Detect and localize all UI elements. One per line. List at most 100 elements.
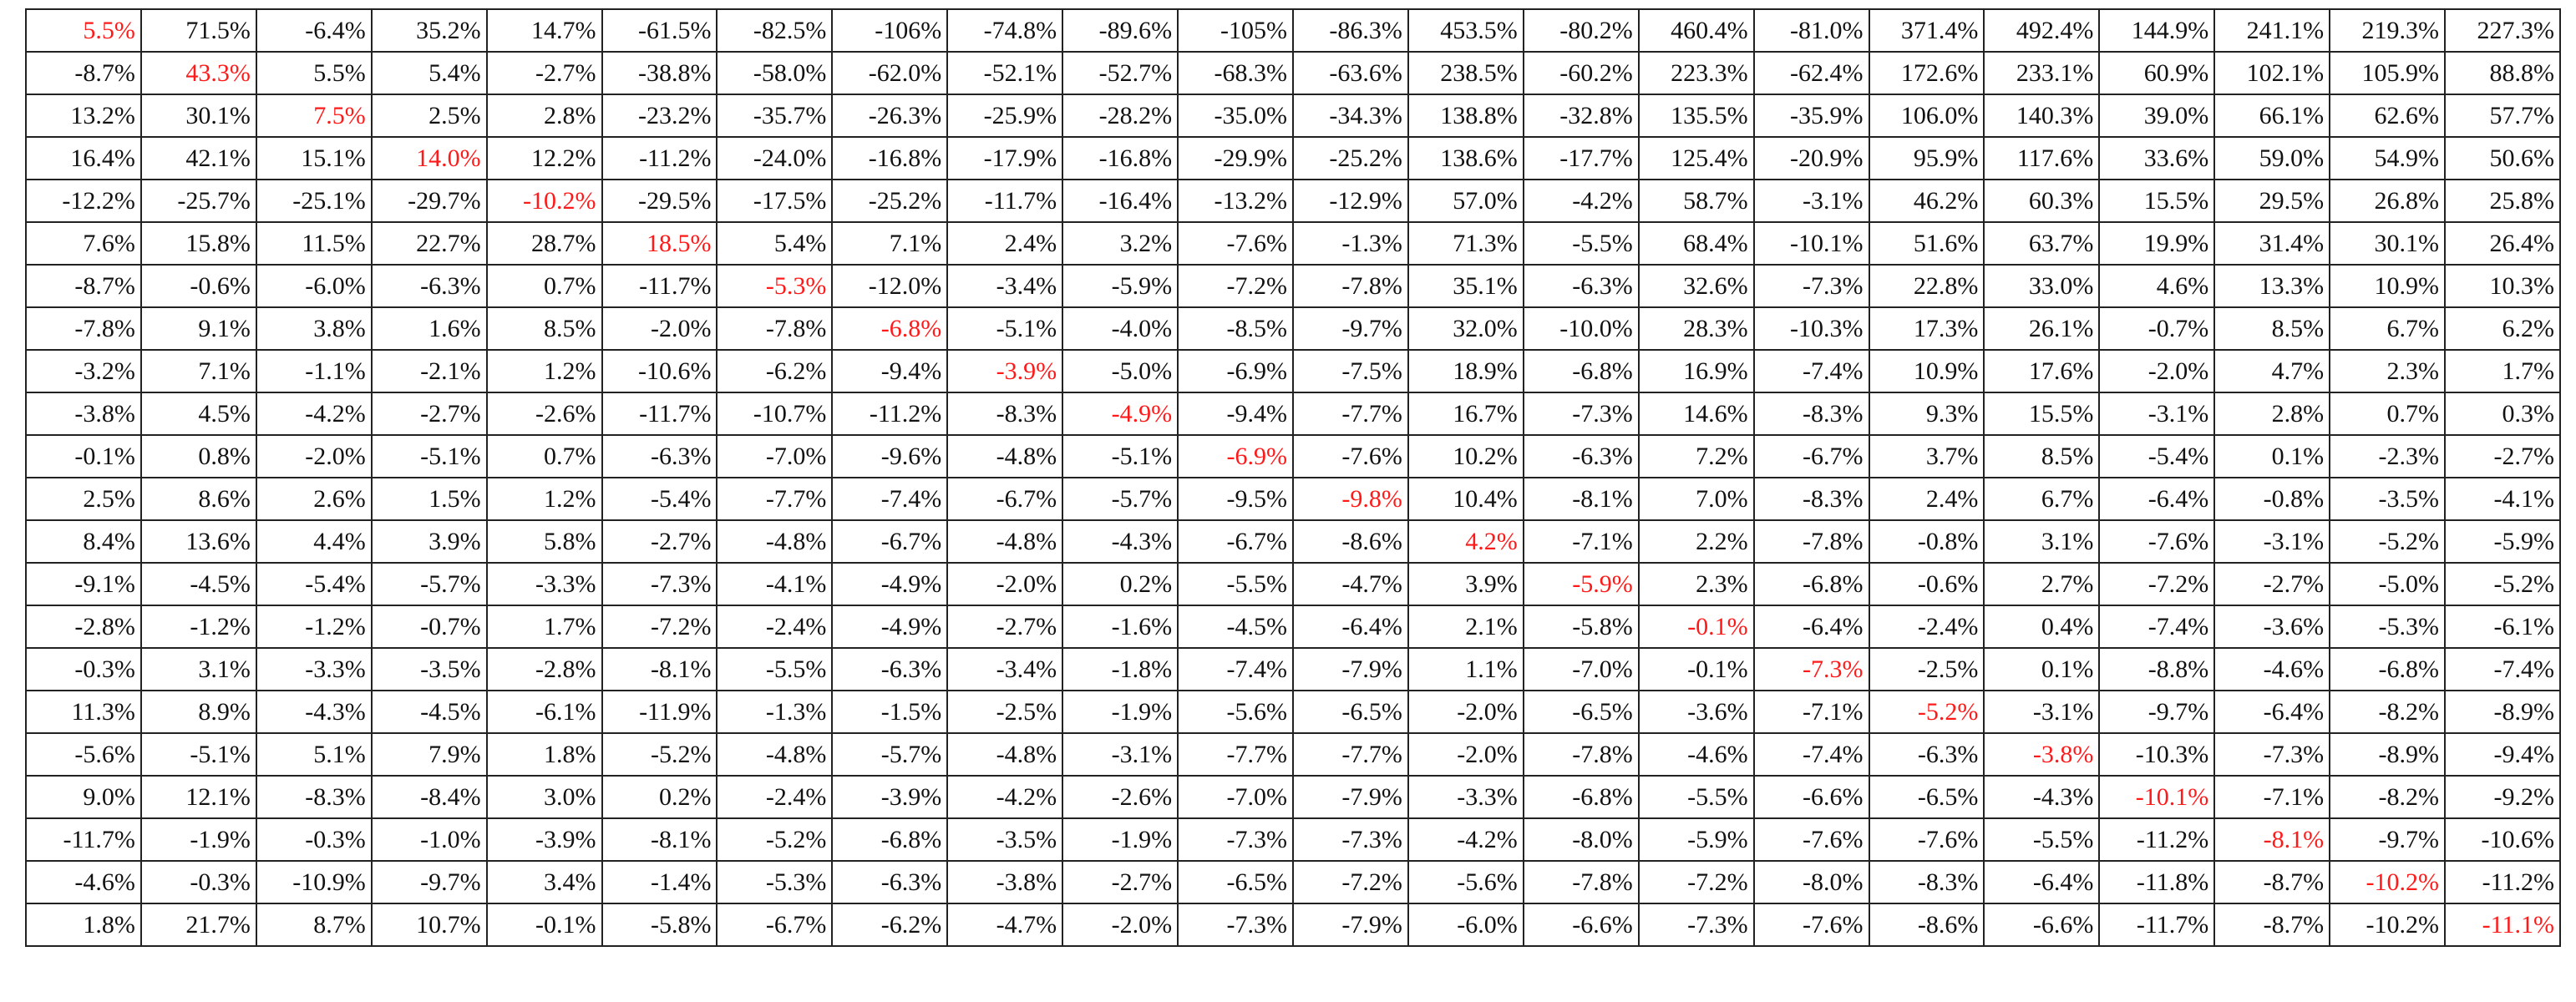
table-cell: 135.5% [1637, 94, 1755, 138]
table-cell: 88.8% [2444, 51, 2561, 95]
table-cell: -10.2% [2329, 903, 2447, 947]
table-cell: -5.2% [2329, 519, 2447, 564]
table-cell: -7.8% [1522, 732, 1640, 777]
table-cell: -6.4% [1983, 860, 2101, 904]
table-cell: -2.4% [1868, 605, 1985, 649]
table-cell: 32.0% [1407, 306, 1524, 351]
table-cell: -8.3% [1868, 860, 1985, 904]
table-cell: -6.9% [1177, 349, 1294, 393]
table-cell: -7.8% [716, 306, 834, 351]
table-cell: 4.7% [2213, 349, 2331, 393]
table-cell: -28.2% [1062, 94, 1179, 138]
table-cell: -8.0% [1752, 860, 1870, 904]
table-cell: -0.8% [2213, 477, 2331, 521]
table-cell: -3.1% [1752, 179, 1870, 223]
table-cell: -4.5% [1177, 605, 1294, 649]
table-cell: -7.1% [1752, 690, 1870, 734]
table-cell: -8.2% [2329, 690, 2447, 734]
table-cell: 7.1% [831, 221, 949, 266]
table-cell: 16.7% [1407, 392, 1524, 436]
table-cell: -6.3% [831, 647, 949, 691]
table-cell: -68.3% [1177, 51, 1294, 95]
table-cell: -16.8% [831, 136, 949, 180]
table-cell: 66.1% [2213, 94, 2331, 138]
table-cell: -4.7% [946, 903, 1064, 947]
table-cell: -2.7% [1062, 860, 1179, 904]
table-cell: -6.8% [1522, 775, 1640, 819]
table-cell: -2.7% [601, 519, 718, 564]
table-cell: -0.6% [1868, 562, 1985, 606]
table-cell: 1.2% [485, 477, 603, 521]
table-cell: -6.9% [1177, 434, 1294, 478]
table-cell: 18.5% [601, 221, 718, 266]
table-cell: -35.0% [1177, 94, 1294, 138]
table-cell: -3.8% [25, 392, 142, 436]
table-cell: 15.5% [2098, 179, 2216, 223]
table-cell: -2.7% [2213, 562, 2331, 606]
table-cell: -8.1% [1522, 477, 1640, 521]
table-cell: -7.3% [2213, 732, 2331, 777]
table-cell: -7.2% [2098, 562, 2216, 606]
table-cell: 50.6% [2444, 136, 2561, 180]
table-cell: -7.8% [25, 306, 142, 351]
table-cell: -6.3% [1522, 434, 1640, 478]
table-row: -5.6% -5.1% 5.1% 7.9% 1.8% -5.2% -4.8% -5.7% -4.… [25, 732, 2561, 777]
table-cell: 3.9% [370, 519, 488, 564]
table-cell: 59.0% [2213, 136, 2331, 180]
table-cell: -6.3% [370, 264, 488, 308]
table-cell: 2.6% [255, 477, 373, 521]
table-row: -8.7% -0.6% -6.0% -6.3% 0.7% -11.7% -5.3% -12.0… [25, 264, 2561, 308]
table-cell: -52.1% [946, 51, 1064, 95]
table-row: 13.2% 30.1% 7.5% 2.5% 2.8% -23.2% -35.7% -26.3%… [25, 94, 2561, 138]
table-cell: 33.0% [1983, 264, 2101, 308]
table-cell: -2.6% [485, 392, 603, 436]
table-cell: -29.7% [370, 179, 488, 223]
table-cell: -1.2% [139, 605, 257, 649]
table-cell: 63.7% [1983, 221, 2101, 266]
table-cell: -7.2% [601, 605, 718, 649]
table-cell: -29.9% [1177, 136, 1294, 180]
table-cell: 71.3% [1407, 221, 1524, 266]
table-cell: -10.6% [601, 349, 718, 393]
table-cell: -32.8% [1522, 94, 1640, 138]
table-cell: -2.0% [1407, 690, 1524, 734]
table-cell: -7.6% [1752, 817, 1870, 862]
table-cell: -5.1% [139, 732, 257, 777]
table-cell: -0.1% [25, 434, 142, 478]
table-cell: -8.4% [370, 775, 488, 819]
table-cell: -4.8% [946, 434, 1064, 478]
table-cell: 15.5% [1983, 392, 2101, 436]
table-row: 16.4% 42.1% 15.1% 14.0% 12.2% -11.2% -24.0% -16… [25, 136, 2561, 180]
table-cell: -61.5% [601, 8, 718, 53]
table-cell: 7.9% [370, 732, 488, 777]
table-cell: 7.1% [139, 349, 257, 393]
table-cell: 2.8% [485, 94, 603, 138]
table-cell: -10.7% [716, 392, 834, 436]
table-cell: -9.2% [2444, 775, 2561, 819]
table-cell: 26.1% [1983, 306, 2101, 351]
table-cell: 60.3% [1983, 179, 2101, 223]
table-cell: -16.4% [1062, 179, 1179, 223]
table-row: 9.0% 12.1% -8.3% -8.4% 3.0% 0.2% -2.4% -3.9% -4.… [25, 775, 2561, 819]
table-cell: -5.9% [2444, 519, 2561, 564]
table-cell: -8.8% [2098, 647, 2216, 691]
table-cell: -7.3% [1752, 647, 1870, 691]
table-cell: -10.6% [2444, 817, 2561, 862]
table-cell: 11.3% [25, 690, 142, 734]
table-cell: -7.3% [1637, 903, 1755, 947]
table-cell: 5.5% [255, 51, 373, 95]
table-cell: -6.3% [831, 860, 949, 904]
table-cell: -4.3% [1062, 519, 1179, 564]
table-cell: -6.2% [831, 903, 949, 947]
table-cell: -11.7% [601, 264, 718, 308]
table-cell: -11.7% [25, 817, 142, 862]
table-cell: 2.5% [25, 477, 142, 521]
table-cell: -6.8% [831, 306, 949, 351]
table-cell: -5.6% [1177, 690, 1294, 734]
table-cell: -7.2% [1177, 264, 1294, 308]
table-cell: -5.3% [716, 860, 834, 904]
table-cell: -16.8% [1062, 136, 1179, 180]
table-cell: 138.8% [1407, 94, 1524, 138]
table-cell: 453.5% [1407, 8, 1524, 53]
table-cell: -3.8% [1983, 732, 2101, 777]
